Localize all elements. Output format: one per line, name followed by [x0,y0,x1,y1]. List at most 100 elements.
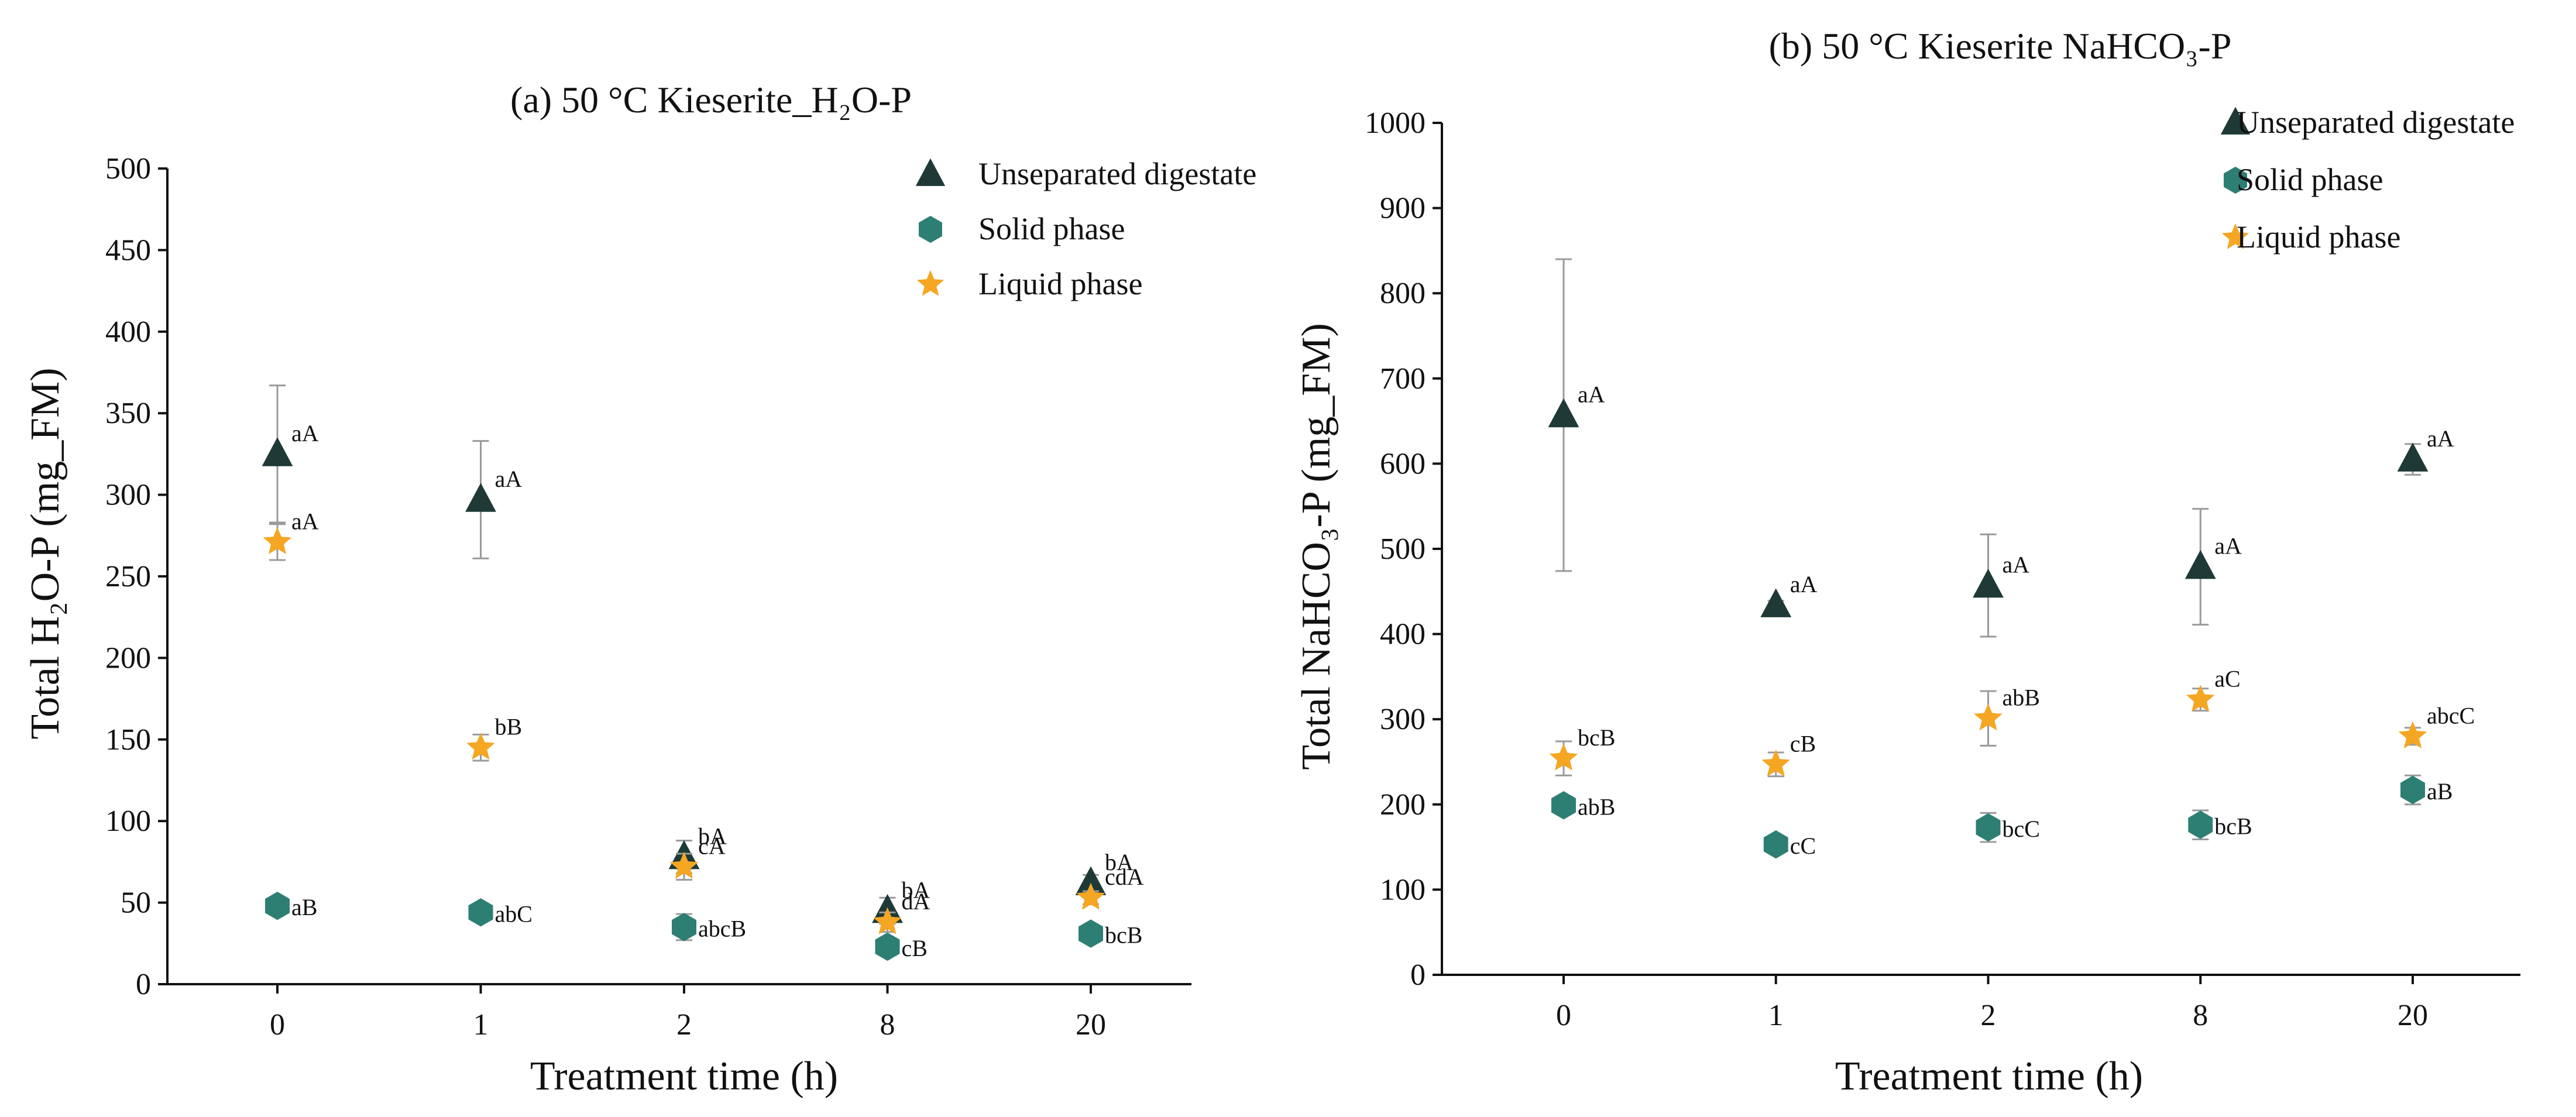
liquid-phase-point [2398,721,2427,748]
legend-marker-solid-phase [2224,166,2247,194]
legend-marker-solid-phase [919,215,942,243]
significance-label: cA [698,833,726,859]
significance-label: bB [495,714,523,740]
liquid-phase-point [2186,685,2215,712]
x-tick-label: 8 [2193,999,2208,1032]
legend: Unseparated digestate Solid phase Liquid p… [915,156,1256,301]
x-axis-label: Treatment time (h) [530,1054,838,1099]
unseparated-digestate-point [2397,442,2429,472]
solid-phase-point [1976,813,2001,842]
x-axis-label: Treatment time (h) [1835,1054,2143,1099]
significance-label: aA [2003,552,2030,578]
liquid-phase-point [873,907,902,934]
liquid-phase-point [466,733,495,760]
y-tick-label: 0 [1410,958,1426,992]
significance-label: aA [291,420,319,446]
significance-label: aC [2214,666,2240,692]
significance-label: dA [902,888,930,915]
y-tick-label: 300 [105,479,151,512]
solid-phase-point [1763,830,1788,859]
solid-phase-point [2188,810,2213,839]
significance-label: bA [902,877,930,903]
liquid-phase-point [669,851,699,879]
significance-label: abcB [698,915,746,941]
legend-label-unseparated-digestate: Unseparated digestate [978,156,1256,191]
y-tick-label: 800 [1380,277,1426,310]
unseparated-digestate-point [1075,866,1107,895]
liquid-phase-point [1076,882,1105,910]
x-tick-label: 20 [1076,1008,1106,1042]
legend-marker-liquid-phase [916,270,944,296]
significance-label: abC [495,901,533,927]
liquid-phase-point [1549,743,1578,771]
plot-area: 0 100 200 300 400 500 600 700 800 900 1000 0 1 2 8 20 aA… [1365,106,2520,1032]
chart-title: (b) 50 °C Kieserite NaHCO₃-P [1769,25,2232,67]
plot-area: 0 50 100 150 200 250 300 350 400 450 500 0 1 2 8 20 aA aA… [105,152,1191,1042]
y-tick-label: 450 [105,233,151,267]
x-tick-label: 2 [676,1008,692,1042]
legend-marker-liquid-phase [2221,223,2249,249]
y-tick-label: 600 [1380,447,1426,480]
y-tick-label: 400 [1380,618,1426,651]
solid-phase-point [672,913,696,941]
significance-label: aA [1790,571,1818,597]
y-tick-label: 150 [105,723,151,757]
legend-label-unseparated-digestate: Unseparated digestate [2237,105,2515,140]
significance-label: aA [2427,425,2454,452]
x-tick-label: 20 [2398,999,2428,1032]
legend-label-liquid-phase: Liquid phase [2237,219,2400,255]
solid-phase-point [2400,775,2425,805]
significance-label: aB [2427,778,2453,805]
significance-label: aB [291,894,317,920]
significance-label: bcB [2214,813,2252,840]
y-tick-label: 250 [105,560,151,593]
y-tick-label: 900 [1380,192,1426,225]
significance-label: cB [1790,730,1816,757]
legend-marker-unseparated-digestate [915,158,946,186]
significance-label: abB [2003,685,2040,711]
y-tick-label: 400 [105,315,151,349]
significance-label: aA [291,508,319,534]
x-tick-label: 0 [270,1008,285,1042]
y-tick-label: 700 [1380,362,1426,396]
solid-phase-point [875,932,900,961]
unseparated-digestate-point [262,437,293,466]
significance-label: cdA [1105,864,1144,890]
significance-label: bcB [1105,922,1142,948]
y-tick-label: 500 [1380,532,1426,566]
chart-title: (a) 50 °C Kieserite_H₂O-P [510,79,912,121]
significance-label: cC [1790,833,1816,859]
y-axis-label: Total H₂O-P (mg_FM) [23,367,68,739]
solid-phase-point [265,892,290,920]
significance-label: aA [495,466,523,492]
x-tick-label: 1 [473,1008,489,1042]
y-tick-label: 0 [136,968,151,1001]
liquid-phase-point [263,527,292,555]
x-tick-label: 0 [1556,999,1571,1032]
significance-label: cB [902,935,928,961]
legend-label-liquid-phase: Liquid phase [978,266,1142,301]
y-axis-label: Total NaHCO₃-P (mg_FM) [1294,323,1339,770]
y-tick-label: 200 [1380,788,1426,822]
x-tick-label: 1 [1768,999,1784,1032]
legend-label-solid-phase: Solid phase [2237,162,2383,197]
significance-label: abcC [2427,702,2475,728]
significance-label: bcB [1578,724,1615,751]
y-tick-label: 350 [105,397,151,430]
unseparated-digestate-point [1548,398,1579,428]
unseparated-digestate-point [1973,568,2004,598]
significance-label: bA [698,823,727,850]
panel-a-h2o-p: (a) 50 °C Kieserite_H₂O-P Treatment time… [23,79,1256,1099]
y-tick-label: 50 [121,886,151,920]
solid-phase-point [468,898,493,927]
liquid-phase-point [1974,703,2003,731]
significance-label: abB [1578,793,1615,820]
y-tick-label: 100 [1380,873,1426,906]
significance-label: bA [1105,849,1134,875]
significance-label: bcC [2003,816,2040,842]
x-tick-label: 2 [1981,999,1996,1032]
unseparated-digestate-point [465,483,496,512]
panel-b-nahco3-p: (b) 50 °C Kieserite NaHCO₃-P Treatment t… [1294,25,2520,1099]
